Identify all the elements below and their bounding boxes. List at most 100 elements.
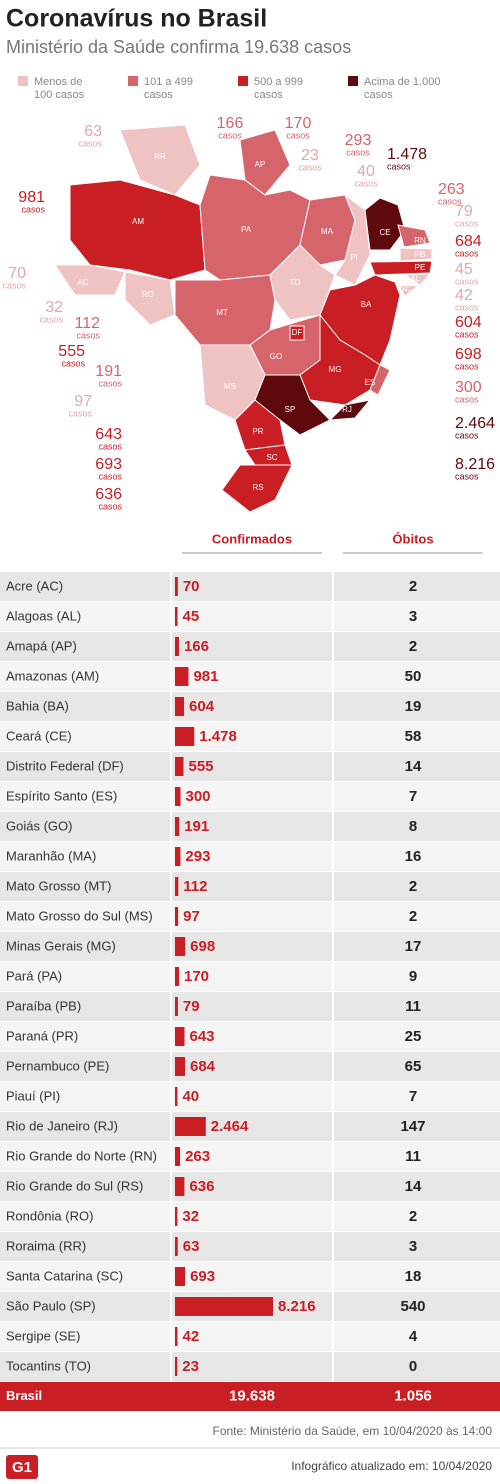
- state-name: Tocantins (TO): [6, 1358, 91, 1373]
- row-bg: [0, 992, 170, 1021]
- bar: [175, 1297, 273, 1316]
- map-case-unit: casos: [21, 204, 45, 214]
- state-abbr: AL: [410, 274, 420, 283]
- legend-swatch: [128, 76, 138, 86]
- state-abbr: PA: [241, 225, 252, 234]
- state-name: Distrito Federal (DF): [6, 758, 124, 773]
- map-case-count: 45: [455, 261, 473, 278]
- bar: [175, 727, 195, 746]
- state-shape: [328, 399, 372, 421]
- logo-bg: [6, 1455, 38, 1479]
- bar: [175, 1027, 185, 1046]
- deaths-value: 540: [400, 1298, 425, 1315]
- row-bg: [334, 1232, 500, 1261]
- map-case-unit: casos: [455, 394, 479, 404]
- state-abbr: PI: [350, 253, 358, 262]
- row-bg: [172, 992, 332, 1021]
- state-abbr: SC: [266, 453, 277, 462]
- bar: [175, 877, 179, 896]
- row-bg: [172, 1232, 332, 1261]
- map-case-unit: casos: [354, 178, 378, 188]
- map-case-unit: casos: [98, 471, 122, 481]
- row-bg: [0, 572, 170, 601]
- map-case-count: 23: [301, 147, 319, 164]
- state-name: Sergipe (SE): [6, 1328, 80, 1343]
- deaths-value: 2: [409, 908, 417, 925]
- deaths-value: 147: [400, 1118, 425, 1135]
- row-bg: [0, 1022, 170, 1051]
- legend-label: 100 casos: [34, 89, 85, 101]
- bar: [175, 937, 186, 956]
- deaths-value: 2: [409, 1208, 417, 1225]
- map-case-unit: casos: [98, 378, 122, 388]
- row-bg: [334, 902, 500, 931]
- bar: [175, 1177, 185, 1196]
- row-bg: [172, 902, 332, 931]
- row-bg: [172, 632, 332, 661]
- state-name: Mato Grosso do Sul (MS): [6, 908, 153, 923]
- confirmed-label: 42: [182, 1328, 199, 1345]
- state-name: Rondônia (RO): [6, 1208, 93, 1223]
- state-abbr: AP: [255, 160, 266, 169]
- map-case-unit: casos: [455, 276, 479, 286]
- row-bg: [334, 752, 500, 781]
- state-abbr: MA: [321, 227, 334, 236]
- bar: [175, 1147, 181, 1166]
- source: Fonte: Ministério da Saúde, em 10/04/202…: [212, 1424, 492, 1438]
- state-name: Minas Gerais (MG): [6, 938, 116, 953]
- map-case-count: 1.478: [387, 146, 427, 163]
- bar: [175, 1207, 178, 1226]
- map-case-count: 684: [455, 233, 482, 250]
- deaths-value: 4: [409, 1328, 418, 1345]
- row-bg: [334, 962, 500, 991]
- row-bg: [334, 722, 500, 751]
- state-name: Bahia (BA): [6, 698, 69, 713]
- state-abbr: CE: [379, 228, 390, 237]
- state-abbr: AM: [132, 217, 144, 226]
- row-bg: [0, 932, 170, 961]
- row-bg: [0, 1352, 170, 1381]
- state-shape: [234, 399, 286, 451]
- row-bg: [334, 1022, 500, 1051]
- row-bg: [0, 662, 170, 691]
- confirmed-label: 684: [190, 1058, 216, 1075]
- deaths-value: 14: [405, 758, 422, 775]
- confirmed-label: 63: [183, 1238, 200, 1255]
- row-bg: [334, 782, 500, 811]
- row-bg: [172, 872, 332, 901]
- state-abbr: RR: [154, 152, 166, 161]
- legend-label: Acima de 1.000: [364, 76, 440, 88]
- state-name: Amazonas (AM): [6, 668, 99, 683]
- confirmed-label: 23: [182, 1358, 199, 1375]
- deaths-value: 7: [409, 1088, 417, 1105]
- state-shape: [69, 179, 206, 281]
- map-case-unit: casos: [455, 430, 479, 440]
- row-bg: [172, 782, 332, 811]
- logo: G1: [12, 1459, 32, 1476]
- state-abbr: AC: [77, 278, 88, 287]
- state-name: Acre (AC): [6, 578, 63, 593]
- legend-swatch: [238, 76, 248, 86]
- confirmed-label: 8.216: [278, 1298, 316, 1315]
- row-bg: [334, 1082, 500, 1111]
- bar: [175, 607, 178, 626]
- deaths-value: 65: [405, 1058, 422, 1075]
- map-case-count: 981: [18, 189, 45, 206]
- state-shape: [289, 325, 305, 341]
- row-bg: [0, 1112, 170, 1141]
- confirmed-label: 643: [190, 1028, 215, 1045]
- deaths-value: 8: [409, 818, 417, 835]
- row-bg: [334, 1202, 500, 1231]
- state-abbr: PB: [415, 250, 426, 259]
- row-bg: [172, 1082, 332, 1111]
- total-row-bg: [0, 1382, 500, 1411]
- confirmed-label: 636: [189, 1178, 214, 1195]
- row-bg: [172, 932, 332, 961]
- legend-label: casos: [364, 89, 393, 101]
- map-case-count: 643: [95, 426, 122, 443]
- row-bg: [334, 692, 500, 721]
- map-case-count: 112: [74, 315, 100, 332]
- row-bg: [172, 1172, 332, 1201]
- map-case-count: 555: [58, 343, 85, 360]
- deaths-value: 25: [405, 1028, 422, 1045]
